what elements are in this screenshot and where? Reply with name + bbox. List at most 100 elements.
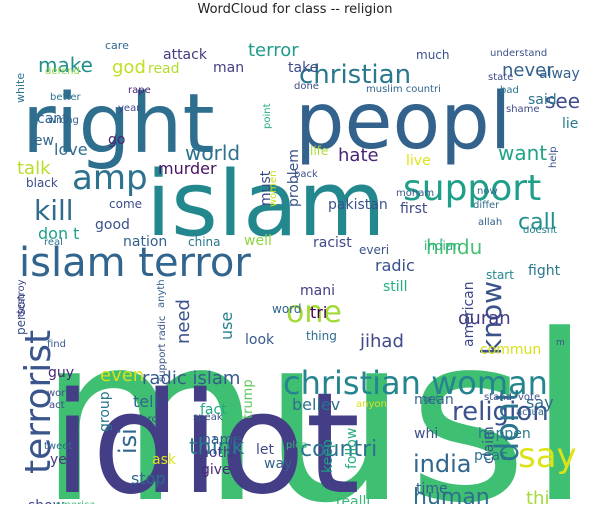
word-point: point [262,103,273,129]
word-think: think [189,435,245,460]
word-one: one [286,295,342,330]
word-guy: guy [48,365,74,381]
word-understand: understand [490,48,547,59]
word-speak: speak [193,412,223,423]
word-commun: commun [480,342,541,358]
word-even: even [100,365,144,386]
word-christian: christian [299,60,411,90]
word-white: white [14,73,27,103]
word-person: person [14,294,28,335]
word-help: help [548,146,559,168]
word-back: back [294,169,318,180]
word-claim: claim [481,426,497,464]
word-name: name [202,432,242,448]
word-keep: keep [320,439,336,473]
word-kill: kill [34,194,74,227]
word-hate: hate [338,145,379,166]
word-say: say [526,393,554,412]
word-lie: lie [562,116,578,132]
word-problem: problem [286,149,302,207]
word-group: group [97,391,113,432]
word-trump: trump [241,379,256,419]
word-differ: differ [473,200,500,211]
word-work: work [47,388,71,399]
word-must: must [258,170,274,206]
word-ask: ask [152,452,177,468]
word-thi: thi [526,488,549,504]
word-allah: allah [478,217,502,228]
word-word: word [272,302,302,316]
word-go: go [108,132,125,148]
word-idiot: idiot [53,363,360,504]
word-act: act [49,400,65,411]
word-murder: murder [158,159,217,178]
word-isi: isi [114,428,142,454]
word-bad: bad [500,85,519,96]
word-let: let [256,442,275,458]
word-destroy: destroy [16,279,27,317]
word-pakistan: pakistan [328,197,388,213]
word-want: want [498,141,547,165]
word-fact: fact [200,402,227,418]
word-life: life [310,144,328,158]
word-look: look [245,332,275,348]
word-don-t: don t [38,224,79,243]
word-tell: tell [133,392,158,411]
word-care: care [105,39,129,52]
word-know: know [475,281,508,355]
word-talk: talk [17,158,51,179]
word-stop: stop [131,469,166,488]
word-america: america [55,500,96,504]
word-realli: realli [336,494,370,504]
word-first: first [400,201,428,217]
word-way: way [264,456,292,472]
word-man: man [213,60,244,76]
word-come: come [109,197,142,211]
word-good: good [95,217,130,233]
word-racist: racist [313,235,352,251]
word-see: see [545,89,580,113]
word-mani: mani [300,283,335,299]
word-radic-islam: radic islam [142,368,240,389]
word-black: black [26,176,58,190]
word-china: china [188,235,221,249]
word-much: much [416,48,450,62]
word-quran: quran [458,308,511,329]
word-peac: peac [474,448,508,464]
word-rape: rape [128,85,151,96]
word-american: american [461,281,477,347]
word-hindu: hindu [426,235,482,259]
word-read: read [148,61,180,77]
word-jihad: jihad [359,331,404,352]
word-noth: noth [200,445,232,461]
word-said: said [528,92,557,108]
word-anyth: anyth [156,279,167,308]
word-defend: defend [45,66,80,77]
word-moham: moham [396,188,434,199]
word-terror: terror [248,40,299,61]
word-nation: nation [123,234,167,250]
word-year: year [118,103,141,114]
word-real: real [44,237,63,248]
word-say: say [518,436,577,476]
word-countri: countri [300,437,377,462]
word-never: never [502,60,554,81]
word-follow: follow [344,428,360,469]
word-thing: thing [306,329,337,343]
word-live: live [406,153,431,169]
word-wrong: wrong [48,115,79,126]
word-anyon: anyon [356,399,387,410]
word-attack: attack [163,47,208,63]
word-alway: alway [539,66,580,82]
word-radic: radic [375,256,415,275]
word-time: time [416,481,448,497]
word-islam: islam [146,152,386,257]
word-muslim-countri: muslim countri [366,84,441,95]
word-mean: mean [414,392,454,408]
word-tri: tri [310,303,327,322]
word-m: m [556,338,565,348]
word-support-radic: support radic [157,316,168,382]
word-show: show [28,498,64,504]
